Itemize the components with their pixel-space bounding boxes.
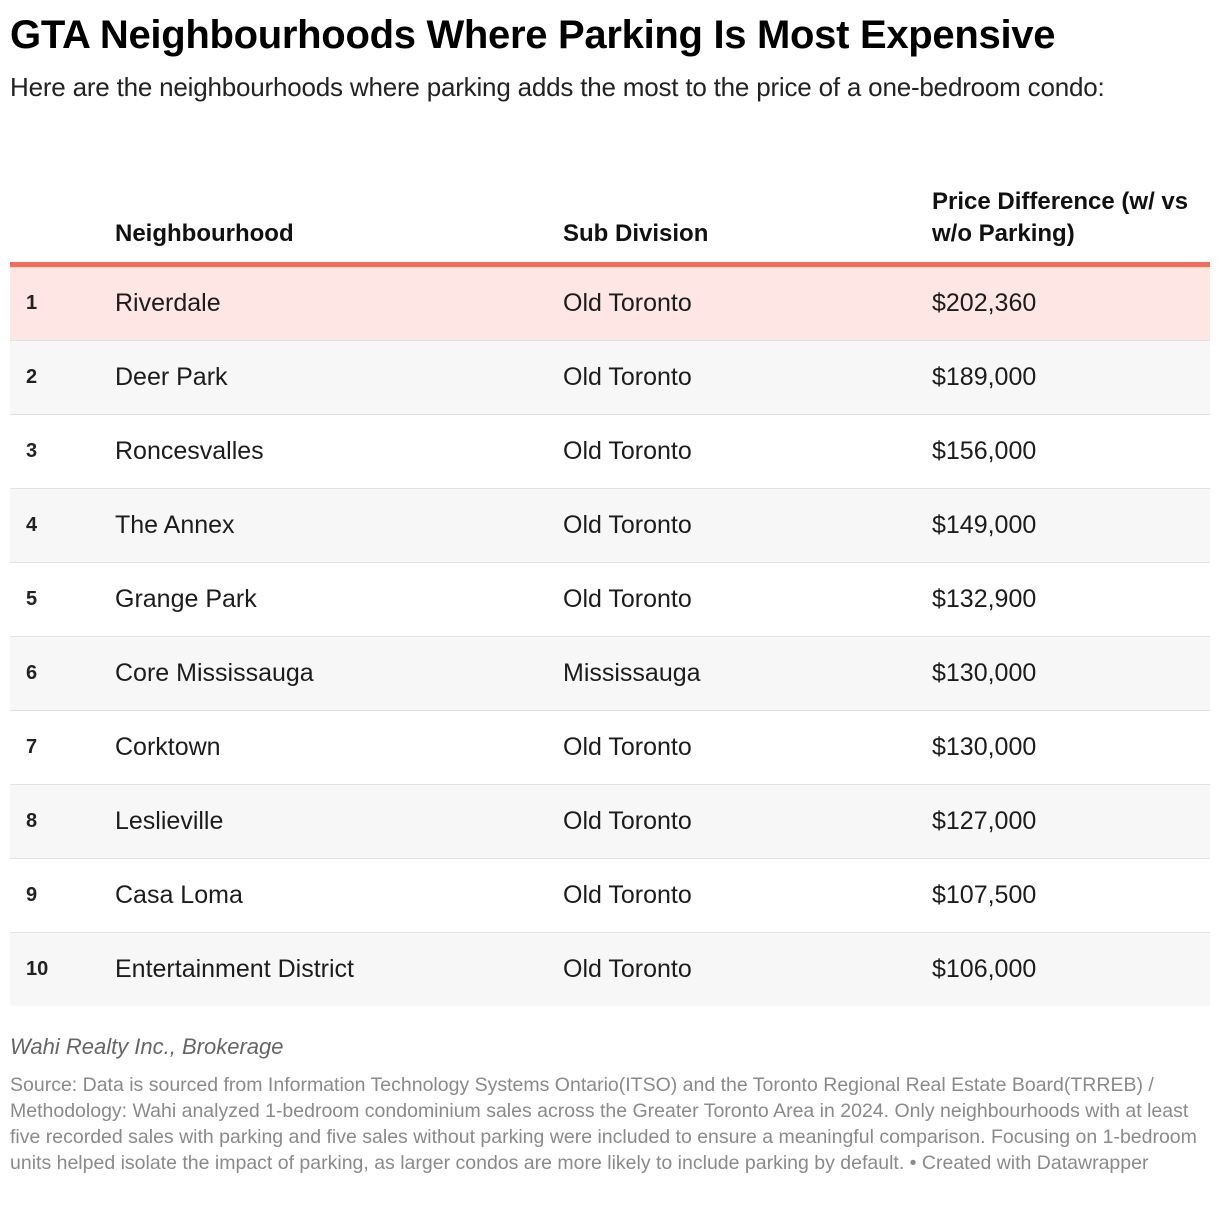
subdivision-cell: Mississauga — [563, 636, 932, 711]
rank-cell: 8 — [10, 784, 115, 859]
rank-cell: 7 — [10, 710, 115, 785]
neighbourhood-cell: The Annex — [115, 488, 563, 563]
subdivision-cell: Old Toronto — [563, 858, 932, 933]
header-neighbourhood: Neighbourhood — [115, 168, 563, 267]
header-subdivision: Sub Division — [563, 168, 932, 267]
price-difference-cell: $130,000 — [932, 636, 1210, 711]
price-difference-cell: $189,000 — [932, 340, 1210, 415]
subdivision-cell: Old Toronto — [563, 264, 932, 341]
neighbourhood-cell: Core Mississauga — [115, 636, 563, 711]
footer-brand: Wahi Realty Inc., Brokerage — [10, 1034, 284, 1059]
rank-cell: 10 — [10, 932, 115, 1006]
price-difference-cell: $107,500 — [932, 858, 1210, 933]
table-row: 1 Riverdale Old Toronto $202,360 — [10, 264, 1210, 341]
subdivision-cell: Old Toronto — [563, 340, 932, 415]
price-difference-cell: $132,900 — [932, 562, 1210, 637]
subdivision-cell: Old Toronto — [563, 414, 932, 489]
price-difference-cell: $130,000 — [932, 710, 1210, 785]
table-row: 8 Leslieville Old Toronto $127,000 — [10, 784, 1210, 859]
subdivision-cell: Old Toronto — [563, 710, 932, 785]
neighbourhood-cell: Corktown — [115, 710, 563, 785]
price-difference-cell: $156,000 — [932, 414, 1210, 489]
table-row: 3 Roncesvalles Old Toronto $156,000 — [10, 414, 1210, 489]
table-row: 7 Corktown Old Toronto $130,000 — [10, 710, 1210, 785]
rank-cell: 3 — [10, 414, 115, 489]
table-body: 1 Riverdale Old Toronto $202,360 2 Deer Park O… — [10, 264, 1210, 1006]
neighbourhood-cell: Grange Park — [115, 562, 563, 637]
neighbourhood-cell: Roncesvalles — [115, 414, 563, 489]
rank-cell: 1 — [10, 264, 115, 341]
rank-cell: 9 — [10, 858, 115, 933]
header-price-difference: Price Difference (w/ vs w/o Parking) — [932, 168, 1210, 267]
rank-cell: 2 — [10, 340, 115, 415]
rank-cell: 5 — [10, 562, 115, 637]
subdivision-cell: Old Toronto — [563, 562, 932, 637]
subdivision-cell: Old Toronto — [563, 932, 932, 1006]
neighbourhood-cell: Leslieville — [115, 784, 563, 859]
rank-cell: 6 — [10, 636, 115, 711]
price-difference-cell: $106,000 — [932, 932, 1210, 1006]
subdivision-cell: Old Toronto — [563, 488, 932, 563]
price-difference-cell: $202,360 — [932, 264, 1210, 341]
chart-container: GTA Neighbourhoods Where Parking Is Most… — [10, 0, 1210, 1174]
table-row: 4 The Annex Old Toronto $149,000 — [10, 488, 1210, 563]
table-row: 5 Grange Park Old Toronto $132,900 — [10, 562, 1210, 637]
neighbourhood-cell: Riverdale — [115, 264, 563, 341]
footer-source: Source: Data is sourced from Information… — [10, 1074, 1197, 1174]
price-difference-cell: $127,000 — [932, 784, 1210, 859]
chart-title: GTA Neighbourhoods Where Parking Is Most… — [10, 13, 1056, 57]
data-table: Neighbourhood Sub Division Price Differe… — [10, 168, 1210, 1006]
neighbourhood-cell: Casa Loma — [115, 858, 563, 933]
chart-subtitle: Here are the neighbourhoods where parkin… — [10, 72, 1105, 102]
table-row: 2 Deer Park Old Toronto $189,000 — [10, 340, 1210, 415]
header-rank — [10, 168, 115, 267]
subdivision-cell: Old Toronto — [563, 784, 932, 859]
table-header-row: Neighbourhood Sub Division Price Differe… — [10, 168, 1210, 267]
neighbourhood-cell: Entertainment District — [115, 932, 563, 1006]
table-row: 9 Casa Loma Old Toronto $107,500 — [10, 858, 1210, 933]
neighbourhood-cell: Deer Park — [115, 340, 563, 415]
table-row: 10 Entertainment District Old Toronto $106,… — [10, 932, 1210, 1006]
price-difference-cell: $149,000 — [932, 488, 1210, 563]
table-row: 6 Core Mississauga Mississauga $130,000 — [10, 636, 1210, 711]
rank-cell: 4 — [10, 488, 115, 563]
